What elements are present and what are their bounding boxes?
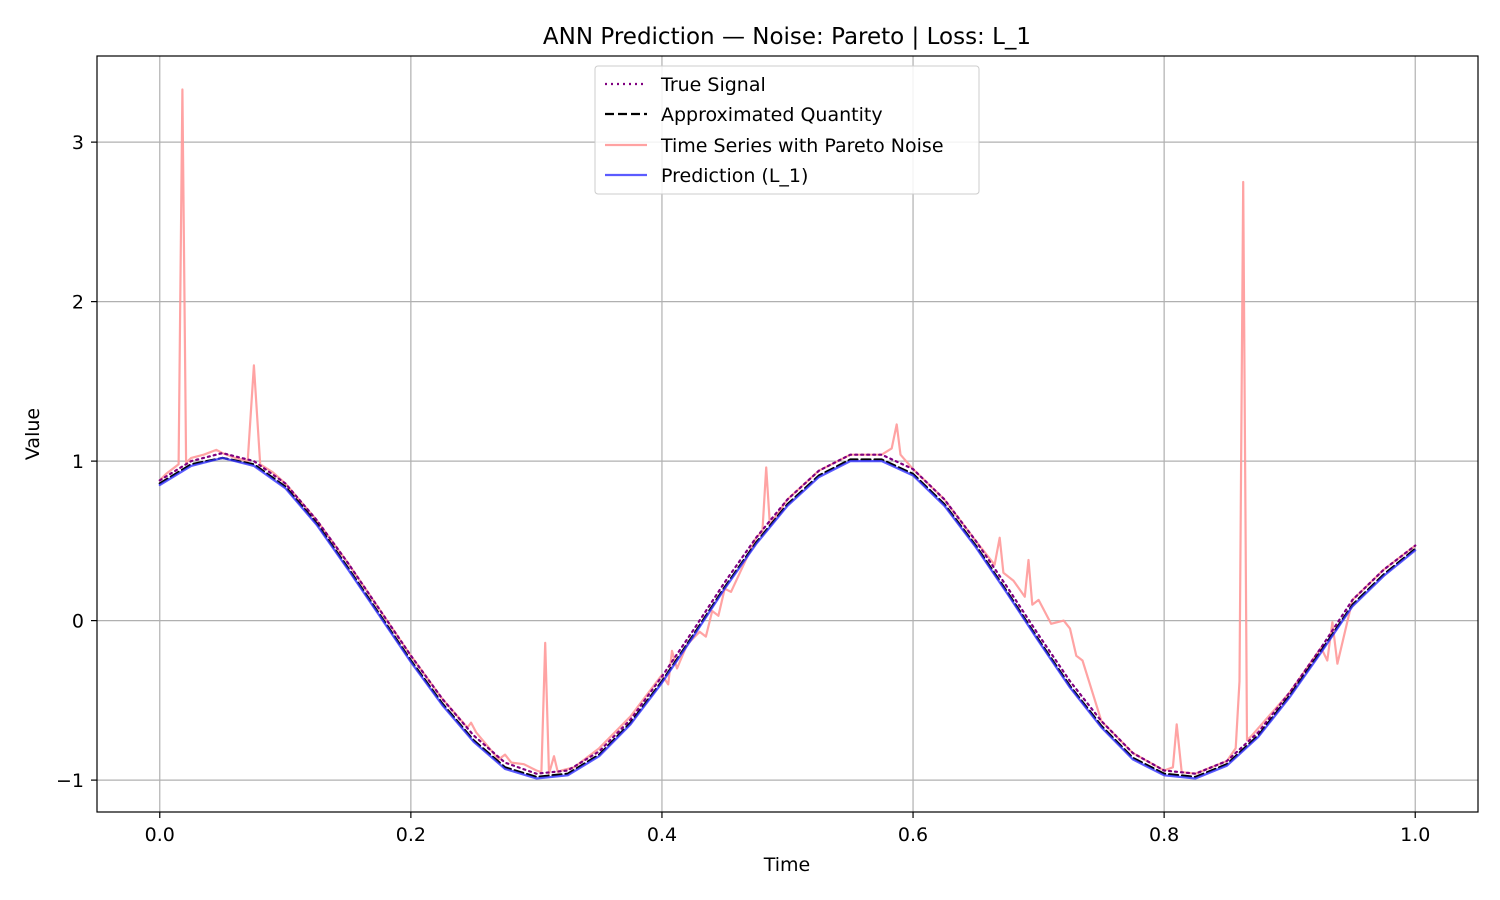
x-tick-label: 0.4 <box>647 824 677 846</box>
y-tick-label: 2 <box>72 292 84 314</box>
x-axis-label: Time <box>763 854 811 876</box>
y-tick-label: 0 <box>72 611 84 633</box>
x-tick-label: 0.6 <box>898 824 928 846</box>
y-axis-label: Value <box>22 408 44 460</box>
legend-label-approximated-quantity: Approximated Quantity <box>661 104 883 126</box>
series-prediction <box>158 456 1417 780</box>
legend-label-noisy-series: Time Series with Pareto Noise <box>660 135 944 157</box>
chart-title: ANN Prediction — Noise: Pareto | Loss: L… <box>543 24 1031 50</box>
y-tick-label: 3 <box>72 132 84 154</box>
legend-label-prediction: Prediction (L_1) <box>661 165 808 187</box>
y-tick-label: 1 <box>72 451 84 473</box>
series-true-signal <box>158 452 1417 775</box>
x-tick-label: 0.2 <box>396 824 426 846</box>
x-tick-label: 1.0 <box>1400 824 1430 846</box>
legend: True Signal Approximated Quantity Time S… <box>594 65 980 195</box>
ticks: 0.0 0.2 0.4 0.6 0.8 1.0 −1 0 1 2 3 <box>56 132 1430 846</box>
x-tick-label: 0.0 <box>145 824 175 846</box>
x-tick-label: 0.8 <box>1149 824 1179 846</box>
y-tick-label: −1 <box>56 770 84 792</box>
legend-box <box>594 65 980 195</box>
plot-frame <box>96 55 1479 813</box>
series-layer <box>158 88 1417 780</box>
legend-label-true-signal: True Signal <box>660 74 766 96</box>
